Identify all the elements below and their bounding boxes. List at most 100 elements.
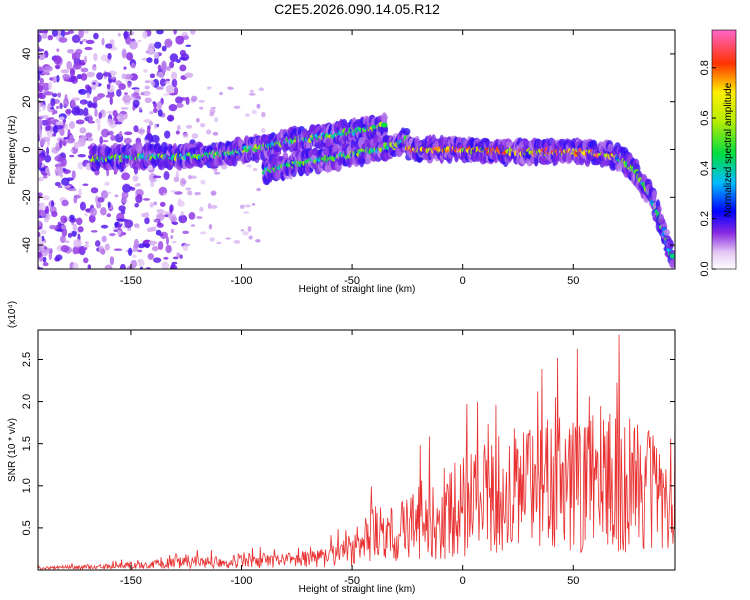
spectrogram-noise-blob [226, 86, 232, 90]
spectrogram-noise-blob [78, 188, 82, 197]
spectrogram-noise-blob [41, 32, 48, 39]
spectrogram-noise-blob [54, 155, 63, 162]
spectrogram-noise-blob [123, 30, 128, 40]
spectrogram-noise-blob [171, 78, 178, 88]
spectrogram-panel: -150 -100 -50 0 50 -40 -20 0 20 40 Height of str… [7, 29, 676, 295]
spectrogram-noise-blob [38, 234, 43, 244]
colorbar-tick-label: 0.8 [699, 60, 711, 75]
spectrogram-noise-blob [185, 124, 193, 129]
spectrogram-noise-blob [244, 204, 251, 208]
spectrogram-noise-blob [139, 266, 143, 269]
spectrogram-noise-blob [38, 48, 45, 52]
spectrogram-noise-blob [233, 239, 241, 244]
spectrogram-noise-blob [134, 202, 139, 208]
spectrogram-noise-blob [133, 88, 140, 93]
spectrogram-noise-blob [153, 219, 160, 223]
spectrogram-noise-blob [148, 42, 156, 51]
spectrogram-noise-blob [138, 106, 143, 112]
spectrogram-noise-blob [104, 264, 113, 269]
spectrogram-noise-blob [170, 235, 174, 239]
spectrogram-noise-blob [100, 54, 109, 62]
spectrogram-noise-blob [157, 214, 164, 220]
spectrogram-noise-blob [212, 131, 219, 136]
spectrogram-noise-blob [60, 215, 68, 224]
spectrogram-noise-blob [225, 237, 231, 240]
spectrogram-noise-blob [105, 94, 112, 98]
spectrogram-noise-blob [59, 102, 63, 110]
spectrogram-noise-blob [80, 67, 89, 73]
spectrogram-noise-blob [149, 111, 154, 115]
spectrogram-marks [38, 30, 675, 269]
spectrogram-noise-blob [239, 204, 245, 209]
spectrogram-noise-blob [77, 161, 84, 170]
spectrogram-noise-blob [38, 55, 41, 59]
spectrogram-noise-blob [99, 136, 103, 145]
spectrogram-noise-blob [106, 83, 111, 90]
spectrogram-noise-blob [210, 106, 217, 110]
colorbar-label: Normalized spectral amplitude [723, 82, 734, 217]
spectrogram-noise-blob [79, 62, 86, 66]
spectrogram-noise-blob [50, 97, 56, 107]
spectrogram-noise-blob [171, 241, 177, 244]
spectrogram-noise-blob [85, 208, 91, 212]
spectrogram-noise-blob [188, 175, 193, 180]
spectrogram-noise-blob [161, 64, 167, 73]
colorbar-tick-label: 0.4 [699, 161, 711, 176]
spectrogram-noise-blob [133, 238, 139, 249]
spectrogram-noise-blob [116, 89, 122, 97]
spectrogram-noise-blob [66, 48, 75, 54]
spectrogram-noise-blob [207, 86, 211, 90]
spectrogram-noise-blob [246, 164, 252, 168]
spectrogram-noise-blob [209, 112, 215, 117]
spectrogram-noise-blob [173, 86, 179, 95]
spectrogram-noise-blob [64, 94, 68, 102]
snr-x-tick-label: 0 [460, 575, 466, 587]
spectrogram-noise-blob [137, 243, 145, 249]
spectrogram-noise-blob [261, 111, 266, 118]
spectrogram-noise-blob [195, 117, 200, 123]
spectrogram-noise-blob [140, 92, 145, 96]
spectrogram-noise-blob [109, 96, 113, 105]
snr-x-tick-label: 50 [567, 575, 579, 587]
spectrogram-noise-blob [121, 172, 130, 181]
spectrogram-noise-blob [45, 213, 51, 221]
spectrogram-noise-blob [194, 191, 201, 196]
spectrogram-noise-blob [40, 119, 50, 126]
spectrogram-noise-blob [171, 71, 178, 81]
spectrogram-noise-blob [176, 103, 184, 108]
spectrogram-noise-blob [113, 248, 123, 251]
spectrogram-noise-blob [131, 254, 137, 259]
spectrogram-noise-blob [51, 200, 55, 208]
spectrogram-noise-blob [91, 64, 97, 71]
spectrogram-noise-blob [64, 184, 71, 189]
spectrogram-noise-blob [110, 76, 116, 80]
spectrogram-noise-blob [109, 39, 115, 45]
spectrogram-noise-blob [67, 232, 73, 238]
spectrogram-noise-blob [167, 114, 175, 122]
spectrogram-noise-blob [176, 252, 181, 258]
spectrogram-noise-blob [157, 109, 163, 117]
spectrogram-noise-blob [123, 137, 132, 145]
spectrogram-noise-blob [53, 55, 62, 65]
spectrogram-noise-blob [185, 96, 190, 106]
snr-panel: -150 -100 -50 0 50 0.5 1.0 1.5 2.0 2.5 Height of… [7, 301, 676, 595]
spectrogram-noise-blob [63, 31, 70, 36]
snr-x-label: Height of straight line (km) [299, 584, 416, 595]
spectrogram-noise-blob [61, 177, 70, 186]
spectrogram-noise-blob [83, 55, 88, 64]
spectrogram-noise-blob [75, 119, 85, 125]
spectrogram-noise-blob [159, 201, 166, 207]
spectrogram-noise-blob [83, 107, 89, 117]
spectrogram-noise-blob [100, 248, 106, 255]
spectrogram-noise-blob [38, 66, 46, 72]
spectrogram-noise-blob [132, 99, 140, 108]
spectrogram-noise-blob [150, 134, 160, 144]
spectrogram-noise-blob [38, 85, 44, 92]
spectrogram-noise-blob [170, 228, 175, 233]
spectrogram-noise-blob [165, 40, 173, 45]
spectrogram-ridge-halo [668, 259, 675, 269]
spectrogram-noise-blob [130, 62, 136, 69]
spectrogram-noise-blob [60, 224, 67, 230]
spectrogram-noise-blob [51, 211, 58, 218]
spectrogram-noise-blob [151, 245, 159, 252]
